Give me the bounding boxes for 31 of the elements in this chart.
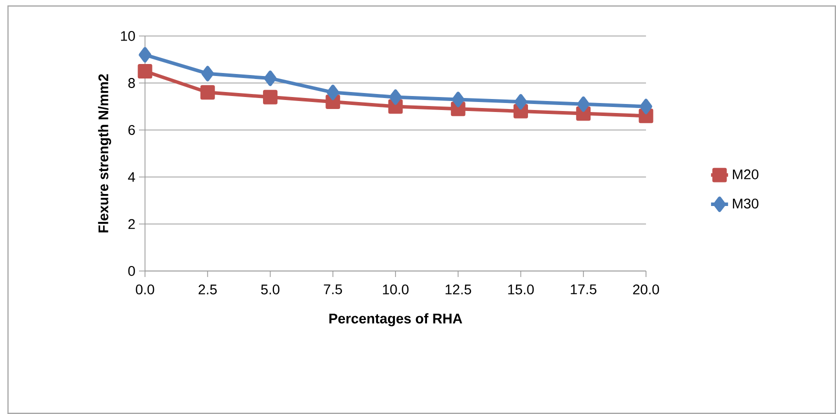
x-tick-label: 0.0 <box>136 284 154 294</box>
point <box>138 47 152 63</box>
point <box>263 90 278 104</box>
y-tick-label: 2 <box>128 219 135 229</box>
x-tick-label: 15.0 <box>508 284 534 294</box>
point <box>326 84 340 100</box>
x-axis-title: Percentages of RHA <box>329 313 462 326</box>
point <box>200 85 215 100</box>
y-tick-label: 0 <box>128 266 135 276</box>
point <box>389 89 402 105</box>
y-axis-title: Flexure strength N/mm2 <box>98 74 112 232</box>
legend-label: M30 <box>732 198 758 209</box>
x-tick-label: 5.0 <box>261 284 280 294</box>
y-tick-label: 6 <box>128 125 135 135</box>
point <box>201 66 214 82</box>
x-tick-label: 12.5 <box>446 284 472 294</box>
y-tick-label: 8 <box>128 78 135 88</box>
x-tick-label: 7.5 <box>324 284 342 294</box>
x-tick-label: 20.0 <box>633 284 660 294</box>
point <box>577 96 590 112</box>
x-tick-label: 17.5 <box>570 284 596 294</box>
point <box>514 94 527 110</box>
x-tick-label: 10.0 <box>382 284 409 294</box>
point <box>264 70 276 86</box>
point <box>640 98 652 114</box>
point <box>452 92 464 108</box>
legend-label: M20 <box>732 169 758 180</box>
y-tick-label: 10 <box>121 31 135 41</box>
point <box>138 64 152 78</box>
x-tick-label: 2.5 <box>198 284 217 294</box>
y-tick-label: 4 <box>128 172 136 182</box>
